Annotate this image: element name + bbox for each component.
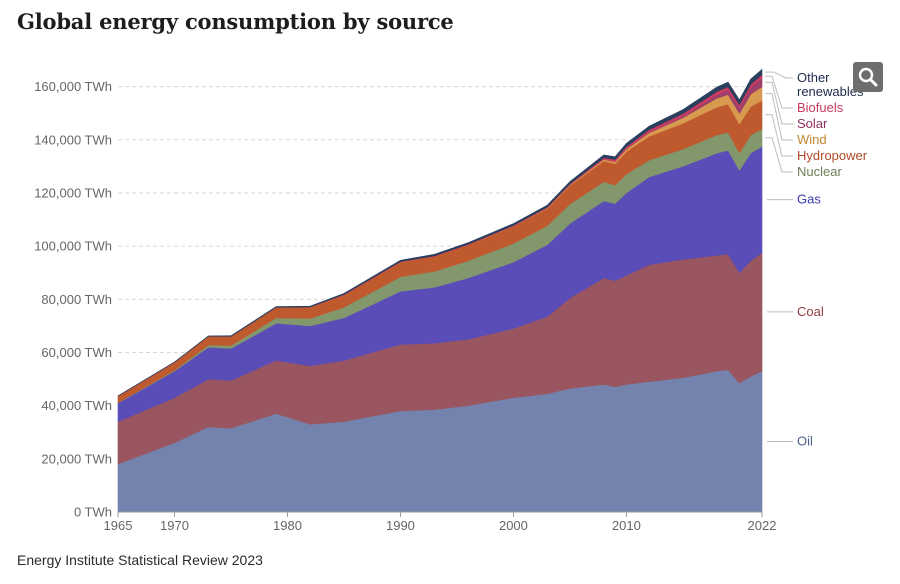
legend-connector bbox=[765, 75, 793, 109]
legend-label-wind: Wind bbox=[797, 132, 827, 147]
y-tick-label: 80,000 TWh bbox=[41, 292, 112, 307]
zoom-button[interactable] bbox=[853, 62, 883, 92]
legend-label-oil: Oil bbox=[797, 434, 813, 449]
y-tick-label: 20,000 TWh bbox=[41, 451, 112, 466]
legend-label-renewables: renewables bbox=[797, 84, 864, 99]
x-tick-label: 2022 bbox=[748, 518, 777, 533]
chart-title: Global energy consumption by source bbox=[17, 9, 454, 34]
legend-label-hydropower: Hydropower bbox=[797, 148, 868, 163]
x-tick-label: 1970 bbox=[160, 518, 189, 533]
x-tick-label: 2010 bbox=[612, 518, 641, 533]
legend-connector bbox=[765, 114, 793, 157]
y-axis: 0 TWh 20,000 TWh 40,000 TWh 60,000 TWh 80,00… bbox=[34, 79, 112, 519]
legend-connector bbox=[765, 71, 793, 79]
legend-label-biofuels: Biofuels bbox=[797, 100, 844, 115]
x-tick-label: 1980 bbox=[273, 518, 302, 533]
x-tick-label: 1965 bbox=[104, 518, 133, 533]
stacked-areas bbox=[117, 68, 763, 513]
y-tick-label: 120,000 TWh bbox=[34, 185, 112, 200]
legend: OtherrenewablesBiofuelsSolarWindHydropow… bbox=[765, 70, 868, 449]
legend-label-coal: Coal bbox=[797, 304, 824, 319]
legend-connector bbox=[765, 137, 793, 173]
legend-label-solar: Solar bbox=[797, 116, 828, 131]
legend-connector bbox=[765, 81, 793, 125]
legend-label-nuclear: Nuclear bbox=[797, 164, 842, 179]
magnifier-icon bbox=[858, 67, 878, 87]
source-note: Energy Institute Statistical Review 2023 bbox=[17, 552, 263, 568]
y-tick-label: 60,000 TWh bbox=[41, 345, 112, 360]
area-other-renewables[interactable] bbox=[117, 68, 763, 397]
legend-connector bbox=[765, 93, 793, 141]
legend-label-other: Other bbox=[797, 70, 830, 85]
y-tick-label: 100,000 TWh bbox=[34, 239, 112, 254]
y-tick-label: 40,000 TWh bbox=[41, 398, 112, 413]
y-tick-label: 0 TWh bbox=[74, 505, 112, 520]
x-axis: 1965 1970 1980 1990 2000 2010 2022 bbox=[104, 511, 777, 533]
x-tick-label: 2000 bbox=[499, 518, 528, 533]
legend-label-gas: Gas bbox=[797, 192, 821, 207]
y-tick-label: 140,000 TWh bbox=[34, 132, 112, 147]
y-tick-label: 160,000 TWh bbox=[34, 79, 112, 94]
x-tick-label: 1990 bbox=[386, 518, 415, 533]
